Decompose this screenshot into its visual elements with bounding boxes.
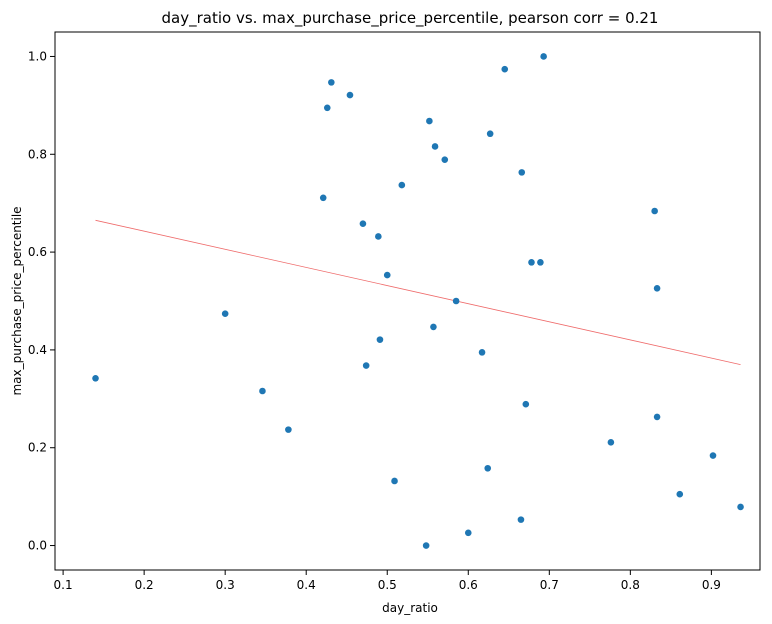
data-point: [653, 284, 661, 292]
data-point: [522, 400, 530, 408]
data-point: [709, 452, 717, 459]
data-point: [501, 65, 509, 73]
data-point: [426, 117, 433, 125]
data-point: [528, 259, 535, 266]
x-tick-label: 0.1: [54, 578, 73, 592]
x-tick-label: 0.5: [378, 578, 397, 592]
data-points-layer: [92, 53, 744, 549]
data-point: [375, 233, 382, 240]
plot-frame: [54, 31, 761, 571]
data-point: [651, 207, 658, 215]
data-point: [422, 542, 430, 549]
data-point: [328, 79, 335, 86]
y-axis-title: max_purchase_price_percentile: [10, 206, 24, 395]
data-point: [383, 271, 391, 279]
data-point: [537, 259, 544, 266]
data-point: [486, 130, 494, 138]
x-tick-label: 0.3: [216, 578, 235, 592]
y-tick-label: 1.0: [28, 49, 47, 63]
x-tick-label: 0.4: [297, 578, 316, 592]
data-point: [376, 336, 384, 343]
y-tick-label: 0.2: [28, 441, 47, 455]
data-point: [362, 362, 370, 369]
data-point: [359, 220, 367, 228]
y-tick-label: 0.0: [28, 539, 47, 553]
x-tick-label: 0.9: [702, 578, 721, 592]
data-point: [518, 169, 526, 176]
data-point: [398, 181, 406, 189]
data-point: [540, 53, 547, 60]
data-point: [431, 143, 439, 150]
x-tick-label: 0.6: [459, 578, 478, 592]
x-tick-label: 0.8: [621, 578, 640, 592]
data-point: [676, 490, 684, 498]
x-axis-title: day_ratio: [382, 601, 438, 615]
data-point: [92, 374, 99, 382]
data-point: [484, 464, 492, 472]
data-point: [452, 297, 460, 305]
data-point: [737, 503, 744, 511]
y-tick-label: 0.6: [28, 245, 47, 259]
y-tick-label: 0.8: [28, 147, 47, 161]
data-point: [319, 194, 327, 202]
data-point: [430, 323, 437, 331]
chart-title: day_ratio vs. max_purchase_price_percent…: [162, 9, 659, 28]
data-point: [464, 529, 472, 537]
y-tick-label: 0.4: [28, 343, 47, 357]
data-point: [607, 439, 615, 446]
data-point: [517, 516, 525, 523]
data-point: [346, 91, 354, 99]
data-point: [391, 477, 398, 485]
trend-line-layer: [95, 219, 741, 365]
x-axis-ticks: 0.1 0.2 0.3 0.4 0.5 0.6 0.7 0.8 0.9: [54, 570, 721, 592]
data-point: [221, 310, 229, 318]
data-point: [259, 387, 266, 395]
x-tick-label: 0.2: [135, 578, 154, 592]
data-point: [441, 156, 449, 163]
y-axis-ticks: 0.0 0.2 0.4 0.6 0.8 1.0: [28, 49, 55, 553]
data-point: [323, 104, 331, 112]
data-point: [285, 426, 292, 433]
data-point: [653, 413, 661, 421]
x-tick-label: 0.7: [540, 578, 559, 592]
data-point: [478, 349, 486, 356]
trend-line: [95, 219, 741, 365]
